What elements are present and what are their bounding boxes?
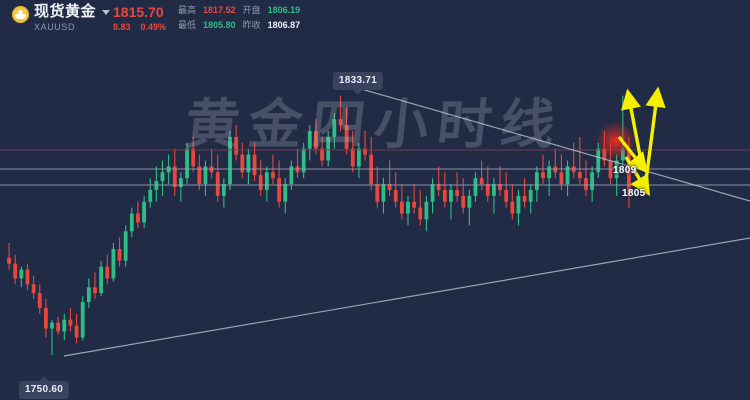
stat-label-low: 最低 bbox=[178, 20, 197, 30]
trendlines bbox=[63, 83, 750, 357]
high-price-flag: 1833.71 bbox=[332, 72, 384, 95]
annotation-layer bbox=[596, 86, 666, 197]
forecast-arrows bbox=[617, 86, 666, 197]
symbol-name-cn: 现货黄金 bbox=[34, 3, 97, 20]
last-price: 1815.70 bbox=[113, 4, 164, 20]
level-label-1809: 1809 bbox=[613, 165, 637, 176]
alert-glow bbox=[596, 121, 636, 161]
change-absolute: 8.83 bbox=[113, 22, 131, 32]
chevron-down-icon[interactable] bbox=[102, 10, 111, 15]
stat-label-open: 开盘 bbox=[242, 5, 261, 15]
candlestick-chart[interactable]: 黄金四小时线 1833.71 1750.60 1809 1805 bbox=[0, 46, 750, 400]
price-block: 1815.70 8.83 0.49% bbox=[113, 4, 166, 33]
stat-value-close: 1806.87 bbox=[267, 20, 301, 30]
stat-value-high: 1817.52 bbox=[203, 5, 236, 15]
symbol-selector[interactable]: 现货黄金 XAUUSD bbox=[12, 3, 111, 33]
quote-header: 现货黄金 XAUUSD 1815.70 8.83 0.49% 最高 1817.5… bbox=[0, 0, 750, 46]
level-label-1805: 1805 bbox=[622, 188, 646, 199]
low-price-flag: 1750.60 bbox=[18, 376, 70, 399]
gold-coin-icon bbox=[12, 6, 29, 23]
stat-value-low: 1805.80 bbox=[203, 20, 236, 30]
stat-label-close: 昨收 bbox=[242, 20, 261, 30]
chart-plot-area bbox=[0, 83, 750, 357]
symbol-code: XAUUSD bbox=[34, 22, 76, 32]
candle-series bbox=[7, 95, 631, 356]
stat-value-open: 1806.19 bbox=[267, 5, 301, 15]
quote-stats: 最高 1817.52 开盘 1806.19 最低 1805.80 昨收 1806… bbox=[178, 5, 300, 31]
change-percent: 0.49% bbox=[140, 22, 167, 32]
stat-label-high: 最高 bbox=[178, 5, 197, 15]
